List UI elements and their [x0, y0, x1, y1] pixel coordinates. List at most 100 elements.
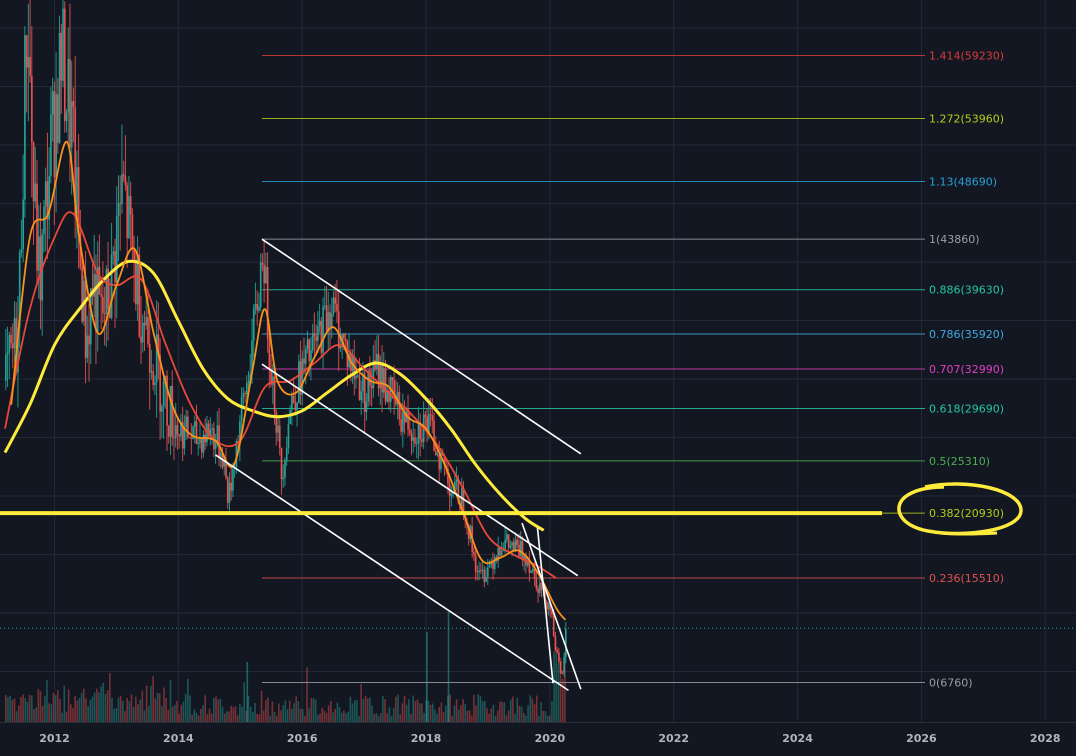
volume-bar	[187, 678, 189, 722]
candle	[245, 382, 248, 395]
volume-bar	[158, 693, 161, 722]
candle	[485, 577, 487, 582]
candle	[538, 582, 541, 593]
volume-bar	[427, 700, 430, 722]
volume-bar	[245, 710, 248, 722]
candle	[72, 101, 75, 108]
volume-bar	[111, 698, 113, 722]
candle	[526, 560, 529, 566]
candle	[556, 649, 559, 653]
candle	[280, 447, 283, 480]
candle	[193, 421, 196, 427]
volume-bar	[418, 703, 421, 722]
candle	[330, 313, 333, 329]
candle	[332, 297, 335, 314]
candle	[403, 412, 406, 423]
candle	[362, 373, 364, 392]
volume-bar	[104, 693, 107, 722]
volume-bar	[189, 695, 191, 722]
candle	[481, 569, 484, 571]
volume-bar	[538, 715, 540, 722]
volume-bar	[382, 696, 384, 722]
volume-bar	[143, 710, 146, 722]
trend-line-5	[536, 527, 554, 684]
volume-bar	[325, 712, 328, 722]
candle	[339, 346, 342, 349]
candle	[11, 343, 14, 349]
candle	[18, 252, 21, 328]
volume-bar	[434, 709, 436, 722]
volume-bar	[74, 696, 76, 722]
volume-bar	[117, 697, 120, 722]
volume-bar	[559, 657, 562, 722]
candle	[278, 425, 281, 448]
volume-bar	[540, 702, 542, 722]
candle	[426, 416, 428, 433]
candle	[242, 393, 245, 398]
candle	[121, 174, 123, 204]
volume-bar	[228, 711, 230, 722]
candle	[388, 390, 390, 402]
volume-bar	[483, 701, 486, 722]
volume-bar	[28, 694, 31, 722]
volume-bar	[57, 690, 59, 722]
candle	[5, 354, 7, 381]
volume-bar	[41, 705, 44, 722]
volume-bar	[163, 687, 165, 722]
candle	[320, 320, 323, 353]
volume-bar	[390, 715, 393, 722]
volume-bar	[336, 702, 339, 722]
volume-bar	[332, 712, 334, 722]
x-tick-label-2018: 2018	[411, 732, 442, 745]
volume-bar	[431, 703, 434, 722]
volume-bar	[512, 696, 514, 722]
candle	[369, 370, 371, 386]
candle	[157, 334, 160, 355]
volume-bar	[230, 706, 232, 722]
candle	[540, 582, 543, 590]
candle	[381, 364, 383, 393]
volume-bar	[518, 705, 521, 722]
volume-bar	[447, 612, 450, 722]
candle	[467, 525, 470, 539]
volume-bar	[35, 707, 37, 722]
candle	[226, 477, 229, 503]
volume-bar	[514, 713, 516, 722]
candle	[493, 557, 496, 570]
candle	[25, 35, 28, 68]
volume-bar	[204, 695, 206, 722]
volume-bar	[384, 699, 386, 722]
volume-bar	[262, 710, 265, 722]
volume-bar	[399, 714, 402, 722]
fib-retracement[interactable]: 1.414(59230) 1.272(53960) 1.13(48690) 1(438…	[0, 50, 1076, 690]
candle	[143, 322, 146, 326]
volume-bar	[176, 700, 178, 722]
candle	[551, 610, 553, 615]
volume-bar	[67, 689, 70, 722]
candle	[497, 547, 500, 561]
candle	[162, 381, 165, 407]
candle	[155, 334, 158, 383]
candle	[291, 395, 293, 410]
volume-bar	[11, 700, 14, 722]
candle	[239, 421, 241, 443]
highlight-drawings[interactable]	[0, 482, 1023, 536]
candle	[13, 318, 16, 349]
volume-bar	[466, 710, 469, 722]
volume-bar	[438, 707, 441, 722]
volume-bar	[293, 703, 295, 722]
volume-bar	[9, 695, 11, 722]
volume-bar	[15, 711, 18, 722]
candle	[67, 58, 70, 113]
candle	[370, 385, 373, 389]
candle	[103, 313, 106, 315]
fib-label-0.886: 0.886(39630)	[929, 284, 1004, 297]
candle	[84, 280, 87, 358]
candle	[173, 437, 175, 439]
volume-bar	[76, 700, 79, 722]
candle	[8, 334, 11, 353]
candle	[135, 261, 137, 305]
volume-bar	[280, 710, 282, 722]
trend-channels[interactable]	[215, 238, 582, 692]
